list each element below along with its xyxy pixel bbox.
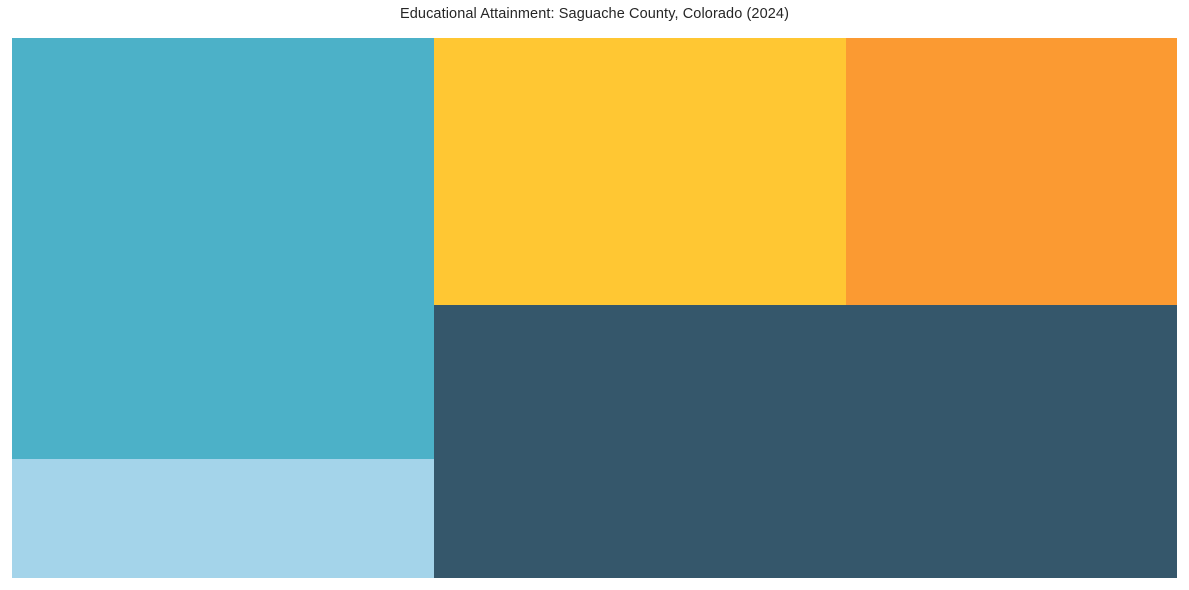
treemap-tile-5[interactable]: [12, 459, 434, 578]
treemap-tile-4[interactable]: [434, 305, 1177, 578]
treemap-tile-3[interactable]: [846, 38, 1177, 305]
treemap-tile-2[interactable]: [434, 38, 846, 305]
treemap-plot-area: [12, 38, 1177, 578]
treemap-tile-1[interactable]: [12, 38, 434, 459]
chart-title: Educational Attainment: Saguache County,…: [399, 6, 790, 22]
